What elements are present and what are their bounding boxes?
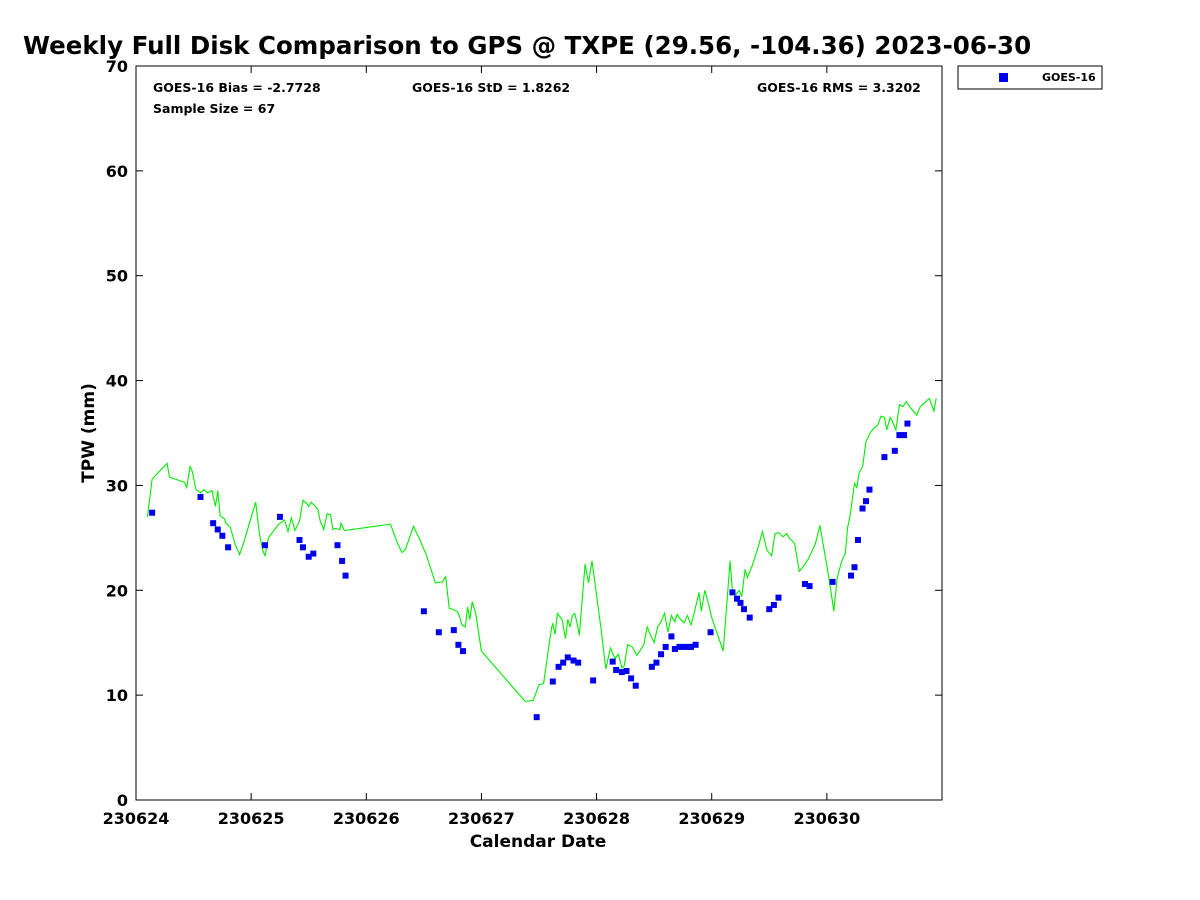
y-tick-label: 20 <box>106 581 128 600</box>
stat-sample-size: Sample Size = 67 <box>153 101 275 116</box>
y-tick-label: 50 <box>106 267 128 286</box>
legend: GOES-16 <box>957 65 1103 90</box>
stat-bias: GOES-16 Bias = -2.7728 <box>153 80 321 95</box>
goes16-point <box>687 643 694 650</box>
plot-frame <box>135 65 943 801</box>
goes16-point <box>662 643 669 650</box>
chart-title: Weekly Full Disk Comparison to GPS @ TXP… <box>23 31 1031 60</box>
goes16-point <box>460 648 467 655</box>
goes16-point <box>766 606 773 613</box>
goes16-point <box>859 505 866 512</box>
goes16-point <box>342 572 349 579</box>
goes16-point <box>806 583 813 590</box>
goes16-point <box>570 657 577 664</box>
goes16-point <box>740 606 747 613</box>
goes16-point <box>734 595 741 602</box>
y-tick-label: 60 <box>106 162 128 181</box>
goes16-point <box>896 432 903 439</box>
goes16-point <box>904 420 911 427</box>
legend-box <box>957 65 1103 90</box>
goes16-point <box>435 629 442 636</box>
y-axis-label: TPW (mm) <box>79 383 99 483</box>
y-tick-label: 0 <box>117 791 128 810</box>
goes16-point <box>729 589 736 596</box>
goes16-point <box>609 658 616 665</box>
x-tick-label: 230628 <box>563 809 630 828</box>
x-tick-label: 230629 <box>678 809 745 828</box>
goes16-point <box>310 550 317 557</box>
goes16-point <box>848 572 855 579</box>
goes16-point <box>901 432 908 439</box>
y-tick-label: 40 <box>106 372 128 391</box>
goes16-point <box>334 542 341 549</box>
goes16-point <box>632 682 639 689</box>
goes16-point <box>560 659 567 666</box>
goes16-point <box>276 513 283 520</box>
goes16-point <box>676 643 683 650</box>
goes16-point <box>296 536 303 543</box>
goes16-point <box>149 509 156 516</box>
goes16-point <box>590 677 597 684</box>
x-axis-label: Calendar Date <box>470 832 607 852</box>
goes16-point <box>533 714 540 721</box>
goes16-point <box>851 564 858 571</box>
axis-ticks: 0 10 20 30 40 50 60 70 230624 230625 230626 230627 2… <box>103 57 942 828</box>
goes16-point <box>305 553 312 560</box>
goes16-point <box>618 669 625 676</box>
goes16-point <box>737 599 744 606</box>
goes16-point <box>668 633 675 640</box>
goes16-point <box>420 608 427 615</box>
goes16-point <box>549 678 556 685</box>
data-series <box>146 397 937 721</box>
goes16-point <box>658 651 665 658</box>
goes16-point <box>623 668 630 675</box>
goes16-point <box>261 542 268 549</box>
goes16-point <box>692 641 699 648</box>
stat-std: GOES-16 StD = 1.8262 <box>412 80 570 95</box>
goes16-point <box>219 532 226 539</box>
goes16-point <box>450 627 457 634</box>
legend-marker <box>999 73 1008 82</box>
goes16-point <box>801 580 808 587</box>
goes16-point <box>225 544 232 551</box>
goes16-point <box>214 526 221 533</box>
x-tick-label: 230626 <box>333 809 400 828</box>
goes16-point <box>775 594 782 601</box>
x-tick-label: 230625 <box>218 809 285 828</box>
y-tick-label: 70 <box>106 57 128 76</box>
goes16-point <box>555 663 562 670</box>
goes16-point <box>746 614 753 621</box>
goes16-point <box>684 643 691 650</box>
goes16-point <box>197 493 204 500</box>
goes16-point <box>564 654 571 661</box>
goes16-point <box>829 578 836 585</box>
goes16-point <box>671 646 678 653</box>
x-tick-label: 230627 <box>448 809 515 828</box>
x-tick-label: 230630 <box>793 809 860 828</box>
x-tick-label: 230624 <box>103 809 170 828</box>
stat-rms: GOES-16 RMS = 3.3202 <box>757 80 921 95</box>
goes16-point <box>881 454 888 461</box>
goes16-point <box>299 544 306 551</box>
goes16-point <box>679 643 686 650</box>
goes16-point <box>613 666 620 673</box>
goes16-point <box>866 486 873 493</box>
goes16-point <box>210 520 217 527</box>
gps-tpw-line <box>146 397 937 702</box>
goes16-point <box>628 675 635 682</box>
legend-label: GOES-16 <box>1042 71 1096 84</box>
goes16-point <box>854 536 861 543</box>
goes16-point <box>707 629 714 636</box>
goes16-point <box>575 659 582 666</box>
goes16-point <box>339 557 346 564</box>
goes16-point <box>863 498 870 505</box>
goes16-point <box>648 663 655 670</box>
goes16-point <box>653 659 660 666</box>
y-tick-label: 30 <box>106 476 128 495</box>
goes16-point <box>891 447 898 454</box>
goes16-point <box>770 601 777 608</box>
goes16-point <box>455 641 462 648</box>
y-tick-label: 10 <box>106 686 128 705</box>
